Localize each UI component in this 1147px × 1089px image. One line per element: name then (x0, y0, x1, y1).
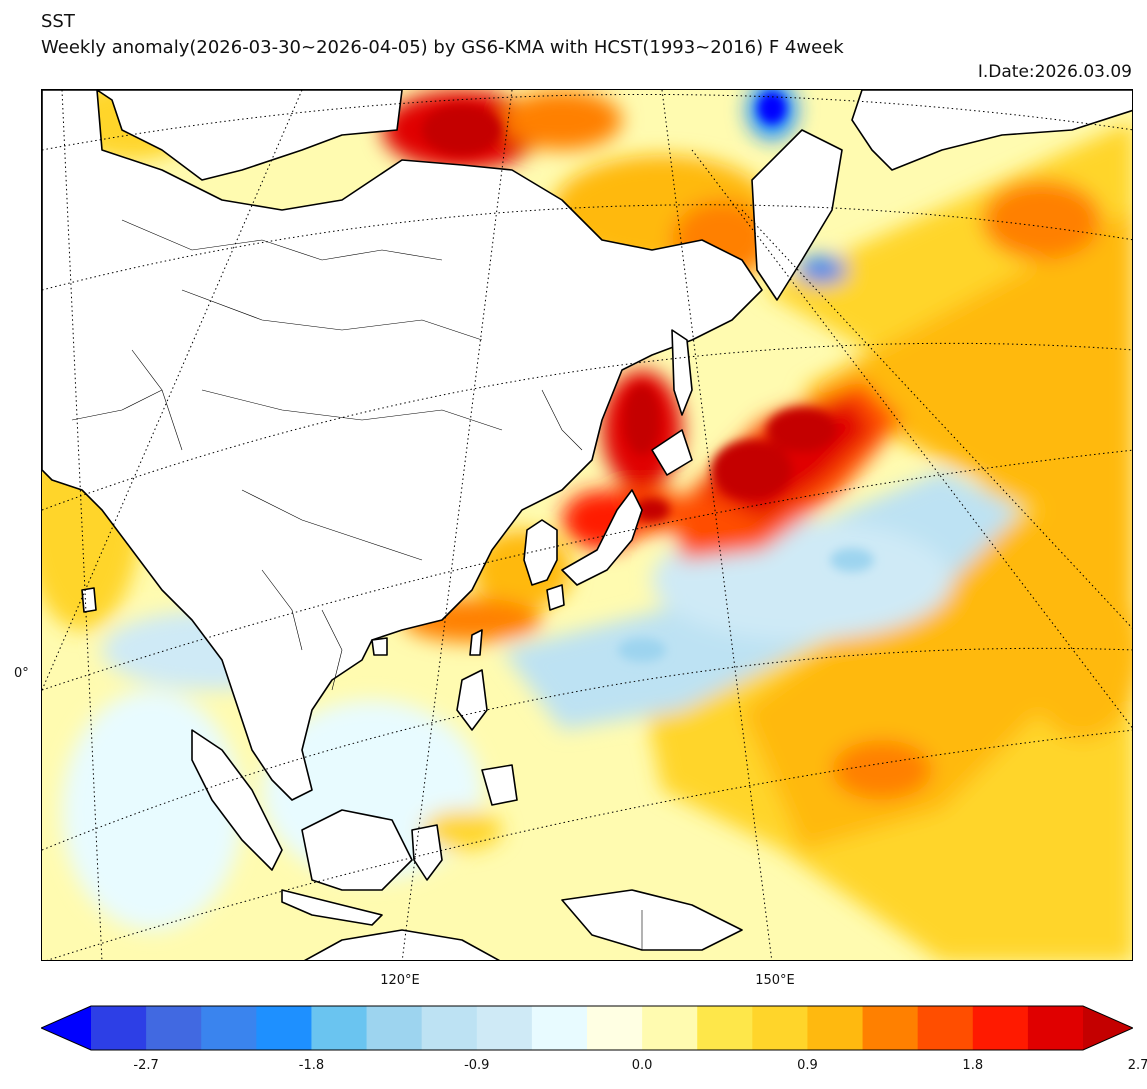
colorbar-swatch (366, 1006, 423, 1050)
land (42, 90, 1132, 960)
hainan (371, 637, 388, 656)
lat-label-equator: 0° (14, 666, 29, 681)
colorbar-swatch (421, 1006, 478, 1050)
eurasia-landmass (42, 90, 763, 801)
colorbar-swatch (642, 1006, 698, 1050)
issue-date: I.Date:2026.03.09 (977, 62, 1132, 82)
colorbar-swatch (587, 1006, 643, 1050)
sulawesi (411, 824, 443, 881)
north-america (851, 90, 1132, 171)
colorbar-swatch (1027, 1006, 1084, 1050)
japan-hokkaido (651, 429, 693, 476)
map-subtitle: Weekly anomaly(2026-03-30~2026-04-05) by… (41, 37, 844, 58)
colorbar-tick-label: 0.9 (797, 1058, 818, 1073)
colorbar-tick-label: -2.7 (133, 1058, 159, 1073)
colorbar-swatch (807, 1006, 864, 1050)
colorbar-swatch (201, 1006, 257, 1050)
lon-label-150e: 150°E (755, 973, 795, 988)
colorbar-swatch (146, 1006, 202, 1050)
mindanao (481, 764, 518, 806)
lon-label-120e: 120°E (380, 973, 420, 988)
colorbar-swatch (972, 1006, 1029, 1050)
colorbar-swatch (917, 1006, 974, 1050)
colorbar-tick-label: -1.8 (298, 1058, 325, 1073)
sri-lanka (81, 587, 97, 613)
colorbar (41, 1005, 1133, 1051)
colorbar-swatch (697, 1006, 753, 1050)
korea (523, 519, 558, 586)
colorbar-swatch (531, 1006, 588, 1050)
colorbar-tick-label: 1.8 (962, 1058, 984, 1073)
graticule (42, 90, 1132, 960)
colorbar-swatch (91, 1006, 147, 1050)
sakhalin (671, 329, 693, 416)
colorbar-extend-high (1083, 1006, 1133, 1050)
variable-title: SST (41, 11, 75, 32)
luzon (456, 669, 488, 731)
colorbar-extend-low (41, 1006, 91, 1050)
japan-honshu (561, 489, 643, 586)
colorbar-swatch (862, 1006, 919, 1050)
anomaly-detail (422, 92, 874, 662)
colorbar-swatch (256, 1006, 312, 1050)
new-guinea (561, 889, 743, 951)
sst-anomaly-map[interactable] (41, 89, 1133, 961)
borneo (301, 809, 413, 891)
sumatra (191, 729, 283, 871)
borders (71, 219, 643, 950)
colorbar-tick-label: -0.9 (464, 1058, 490, 1073)
colorbar-tick-label: 2.7 (1127, 1058, 1147, 1073)
colorbar-swatch (476, 1006, 533, 1050)
colorbar-swatch (752, 1006, 808, 1050)
map-canvas (42, 90, 1132, 960)
japan-kyushu (546, 584, 565, 611)
colorbar-outline (41, 1005, 1133, 1051)
colorbar-swatch (311, 1006, 368, 1050)
java (281, 889, 383, 926)
australia (303, 929, 501, 960)
colorbar-tick-label: 0.0 (631, 1058, 653, 1073)
taiwan (469, 629, 483, 656)
